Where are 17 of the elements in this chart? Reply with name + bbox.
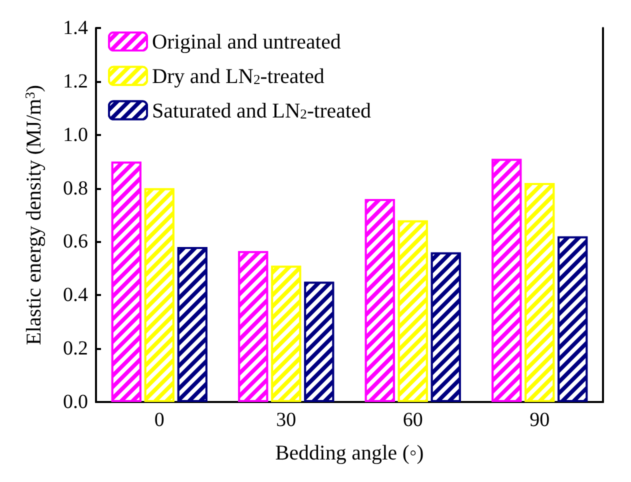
y-tick-label: 1.0	[63, 124, 88, 146]
x-tick-label: 0	[154, 409, 164, 431]
y-tick-label: 1.2	[63, 70, 88, 92]
x-axis-title: Bedding angle (◦)	[275, 440, 424, 464]
y-tick-label: 1.4	[63, 17, 88, 39]
y-tick-label: 0.2	[63, 338, 88, 360]
legend-label: Dry and LN2-treated	[152, 64, 325, 88]
legend-label: Saturated and LN2-treated	[152, 98, 372, 122]
x-tick-label: 90	[530, 409, 550, 431]
y-tick-label: 0.6	[63, 230, 88, 253]
y-axis-title: Elastic energy density (MJ/m3)	[22, 84, 46, 346]
y-tick-label: 0.8	[63, 177, 88, 200]
x-tick-label: 60	[402, 409, 423, 431]
y-tick-label: 0.4	[63, 284, 88, 306]
legend-label: Original and untreated	[152, 30, 342, 54]
x-tick-label: 30	[276, 409, 296, 431]
y-tick-label: 0.0	[63, 391, 88, 413]
